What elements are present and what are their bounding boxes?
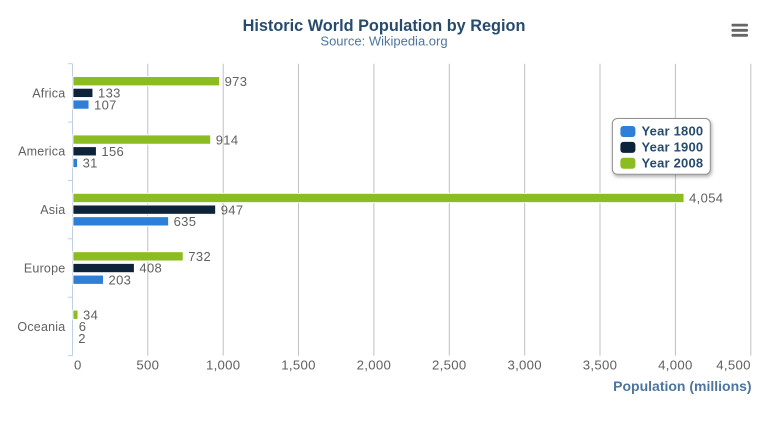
svg-text:34: 34 — [83, 307, 98, 322]
svg-text:Africa: Africa — [32, 86, 65, 100]
svg-text:3,500: 3,500 — [583, 358, 618, 373]
svg-text:4,500: 4,500 — [716, 358, 751, 373]
svg-text:2,000: 2,000 — [357, 358, 392, 373]
svg-text:635: 635 — [174, 214, 197, 229]
svg-text:1,500: 1,500 — [281, 358, 316, 373]
svg-text:914: 914 — [216, 132, 239, 147]
svg-text:2: 2 — [78, 331, 86, 346]
svg-text:107: 107 — [94, 97, 117, 112]
svg-text:Oceania: Oceania — [17, 320, 65, 334]
svg-text:3,000: 3,000 — [507, 358, 542, 373]
svg-text:973: 973 — [225, 74, 248, 89]
svg-text:0: 0 — [74, 358, 82, 373]
svg-text:Europe: Europe — [24, 261, 66, 275]
svg-text:4,054: 4,054 — [689, 191, 723, 206]
svg-text:Year 1800: Year 1800 — [642, 124, 704, 139]
svg-text:156: 156 — [101, 144, 124, 159]
svg-text:Population (millions): Population (millions) — [613, 378, 751, 394]
svg-text:203: 203 — [109, 272, 132, 287]
svg-text:947: 947 — [221, 202, 244, 217]
svg-text:408: 408 — [139, 261, 162, 276]
svg-text:31: 31 — [83, 156, 98, 171]
svg-text:4,000: 4,000 — [658, 358, 693, 373]
svg-text:America: America — [18, 145, 65, 159]
svg-text:Asia: Asia — [40, 203, 65, 217]
svg-text:1,000: 1,000 — [206, 358, 241, 373]
svg-text:Source: Wikipedia.org: Source: Wikipedia.org — [320, 34, 447, 49]
svg-text:6: 6 — [79, 319, 87, 334]
svg-text:500: 500 — [136, 358, 159, 373]
svg-text:Historic World Population by R: Historic World Population by Region — [243, 17, 526, 35]
svg-text:Year 1900: Year 1900 — [642, 140, 704, 155]
svg-text:133: 133 — [98, 86, 121, 101]
svg-text:2,500: 2,500 — [432, 358, 467, 373]
svg-text:Year 2008: Year 2008 — [642, 156, 704, 171]
svg-text:732: 732 — [188, 249, 211, 264]
